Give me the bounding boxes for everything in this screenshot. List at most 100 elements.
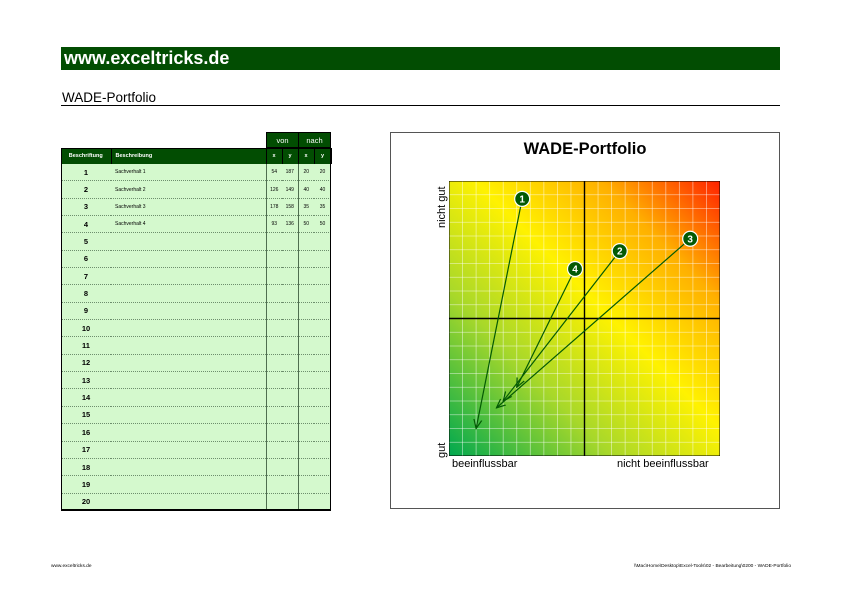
row-von-y[interactable]: 136	[282, 215, 298, 234]
row-von-x[interactable]	[265, 423, 282, 442]
row-nach-y[interactable]	[314, 406, 331, 425]
row-von-y[interactable]	[282, 232, 298, 251]
row-description[interactable]	[111, 354, 266, 373]
row-number[interactable]: 11	[61, 336, 111, 355]
row-von-y[interactable]	[282, 319, 298, 338]
row-number[interactable]: 6	[61, 250, 111, 269]
row-von-x[interactable]	[265, 371, 282, 390]
row-number[interactable]: 7	[61, 267, 111, 286]
row-number[interactable]: 4	[61, 215, 111, 234]
row-von-x[interactable]	[265, 267, 282, 286]
row-von-x[interactable]	[265, 493, 282, 511]
row-nach-y[interactable]	[314, 458, 331, 477]
row-description[interactable]: Sachverhalt 3	[111, 198, 266, 217]
row-description[interactable]	[111, 232, 266, 251]
row-description[interactable]: Sachverhalt 1	[111, 164, 266, 182]
row-nach-x[interactable]	[297, 336, 314, 355]
row-description[interactable]: Sachverhalt 4	[111, 215, 266, 234]
row-von-x[interactable]	[265, 319, 282, 338]
row-von-y[interactable]: 158	[282, 198, 298, 217]
row-description[interactable]	[111, 284, 266, 303]
row-description[interactable]	[111, 423, 266, 442]
row-nach-x[interactable]	[297, 441, 314, 459]
row-von-x[interactable]	[265, 441, 282, 459]
row-number[interactable]: 12	[61, 354, 111, 373]
row-number[interactable]: 5	[61, 232, 111, 251]
row-nach-x[interactable]	[297, 388, 314, 407]
row-description[interactable]: Sachverhalt 2	[111, 180, 266, 199]
row-number[interactable]: 18	[61, 458, 111, 477]
row-nach-x[interactable]	[297, 267, 314, 286]
row-von-y[interactable]	[282, 371, 298, 390]
row-nach-y[interactable]	[314, 371, 331, 390]
row-number[interactable]: 2	[61, 180, 111, 199]
row-number[interactable]: 20	[61, 493, 111, 511]
row-von-y[interactable]	[282, 336, 298, 355]
row-von-x[interactable]: 126	[265, 180, 282, 199]
row-number[interactable]: 10	[61, 319, 111, 338]
row-von-y[interactable]	[282, 406, 298, 425]
row-von-y[interactable]: 187	[282, 164, 298, 182]
row-nach-y[interactable]	[314, 267, 331, 286]
row-von-y[interactable]	[282, 475, 298, 494]
row-nach-y[interactable]: 50	[314, 215, 331, 234]
row-von-y[interactable]	[282, 354, 298, 373]
row-description[interactable]	[111, 493, 266, 511]
row-von-y[interactable]	[282, 284, 298, 303]
row-nach-y[interactable]	[314, 423, 331, 442]
row-description[interactable]	[111, 250, 266, 269]
row-description[interactable]	[111, 458, 266, 477]
row-nach-y[interactable]	[314, 232, 331, 251]
row-nach-x[interactable]: 40	[297, 180, 314, 199]
row-description[interactable]	[111, 302, 266, 321]
row-von-x[interactable]	[265, 406, 282, 425]
row-nach-x[interactable]	[297, 284, 314, 303]
row-von-x[interactable]	[265, 354, 282, 373]
row-nach-x[interactable]: 35	[297, 198, 314, 217]
row-von-x[interactable]: 54	[265, 164, 282, 182]
row-number[interactable]: 16	[61, 423, 111, 442]
row-nach-x[interactable]	[297, 475, 314, 494]
row-nach-x[interactable]: 20	[297, 164, 314, 182]
row-nach-x[interactable]	[297, 493, 314, 511]
row-number[interactable]: 17	[61, 441, 111, 459]
row-von-y[interactable]	[282, 493, 298, 511]
row-description[interactable]	[111, 406, 266, 425]
row-nach-x[interactable]	[297, 423, 314, 442]
row-von-x[interactable]: 93	[265, 215, 282, 234]
row-nach-x[interactable]	[297, 302, 314, 321]
row-number[interactable]: 8	[61, 284, 111, 303]
row-nach-y[interactable]	[314, 388, 331, 407]
row-number[interactable]: 15	[61, 406, 111, 425]
row-von-y[interactable]	[282, 423, 298, 442]
row-nach-y[interactable]	[314, 319, 331, 338]
row-number[interactable]: 19	[61, 475, 111, 494]
row-von-x[interactable]	[265, 284, 282, 303]
row-number[interactable]: 13	[61, 371, 111, 390]
row-nach-y[interactable]: 20	[314, 164, 331, 182]
row-description[interactable]	[111, 475, 266, 494]
row-nach-y[interactable]	[314, 336, 331, 355]
row-nach-x[interactable]	[297, 232, 314, 251]
row-number[interactable]: 3	[61, 198, 111, 217]
row-nach-x[interactable]: 50	[297, 215, 314, 234]
row-von-y[interactable]	[282, 250, 298, 269]
row-description[interactable]	[111, 388, 266, 407]
row-nach-y[interactable]: 35	[314, 198, 331, 217]
row-von-x[interactable]	[265, 388, 282, 407]
row-von-x[interactable]	[265, 232, 282, 251]
row-number[interactable]: 1	[61, 164, 111, 182]
row-von-y[interactable]: 149	[282, 180, 298, 199]
row-description[interactable]	[111, 267, 266, 286]
row-description[interactable]	[111, 441, 266, 459]
row-number[interactable]: 9	[61, 302, 111, 321]
row-description[interactable]	[111, 319, 266, 338]
row-von-x[interactable]	[265, 458, 282, 477]
row-nach-x[interactable]	[297, 371, 314, 390]
row-von-y[interactable]	[282, 302, 298, 321]
row-von-y[interactable]	[282, 458, 298, 477]
row-nach-x[interactable]	[297, 406, 314, 425]
row-nach-y[interactable]	[314, 441, 331, 459]
row-number[interactable]: 14	[61, 388, 111, 407]
row-von-y[interactable]	[282, 441, 298, 459]
